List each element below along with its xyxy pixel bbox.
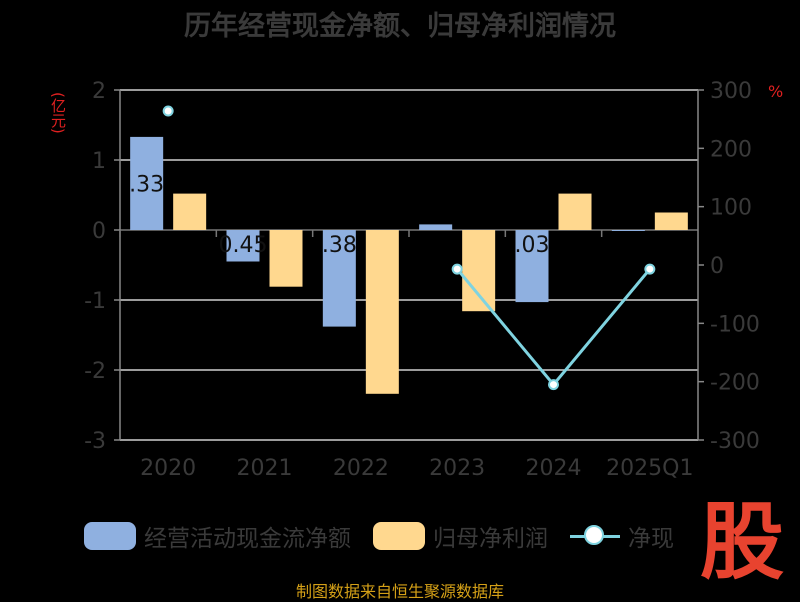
legend-item-cashflow[interactable]: 经营活动现金流净额 [84,519,351,553]
y2-tick-label: 300 [710,79,752,104]
y2-tick-label: 0 [710,254,724,279]
bar-net-profit [269,230,303,287]
brand-logo: 股 [699,493,784,591]
bar-cashflow [611,230,645,231]
legend-label-cashflow: 经营活动现金流净额 [144,526,351,552]
x-tick-label: 2021 [237,456,293,481]
bar-net-profit [365,230,399,394]
chart-title: 历年经营现金净额、归母净利润情况 [184,11,616,42]
data-label: .38 [322,233,357,258]
y-tick-label: -1 [84,289,106,314]
y2-tick-label: 200 [710,137,752,162]
legend-swatch-cashflow [84,522,136,550]
y-tick-label: 1 [92,149,106,174]
x-tick-label: 2023 [429,456,485,481]
bar-net-profit [654,212,688,230]
line-point [162,105,174,117]
right-axis-unit: % [768,82,784,101]
y-tick-label: -3 [84,429,106,454]
bar-net-profit [173,193,207,230]
legend-item-ratio[interactable]: 净现 [570,519,674,553]
x-tick-label: 2025Q1 [606,456,693,481]
bar-cashflow [515,230,549,303]
y2-tick-label: -200 [710,371,760,396]
bar-cashflow [419,224,453,230]
legend-label-ratio: 净现 [628,526,674,552]
legend-swatch-net-profit [373,522,425,550]
x-tick-label: 2022 [333,456,389,481]
legend-label-net-profit: 归母净利润 [433,526,548,552]
y-tick-label: -2 [84,359,106,384]
y-tick-label: 0 [92,219,106,244]
source-note: 制图数据来自恒生聚源数据库 [295,582,504,601]
left-axis-unit: (亿元) [49,92,67,134]
y2-tick-label: -100 [710,312,760,337]
legend-swatch-ratio [570,522,620,550]
bar-net-profit [558,193,592,230]
y-tick-label: 2 [92,79,106,104]
y2-tick-label: 100 [710,196,752,221]
data-label: .03 [515,233,550,258]
bar-cashflow [130,136,164,230]
line-point [644,263,656,275]
line-point [548,379,559,391]
bar-net-profit [462,230,496,312]
bar-cashflow [226,230,260,262]
line-point [451,263,463,275]
x-tick-label: 2024 [526,456,582,481]
x-tick-label: 2020 [140,456,196,481]
data-label: 0.45 [219,233,268,258]
data-label: .33 [129,172,164,197]
legend: 经营活动现金流净额 归母净利润 净现 [84,516,696,556]
y2-tick-label: -300 [710,429,760,454]
legend-item-net-profit[interactable]: 归母净利润 [373,519,548,553]
bar-cashflow [322,230,356,327]
